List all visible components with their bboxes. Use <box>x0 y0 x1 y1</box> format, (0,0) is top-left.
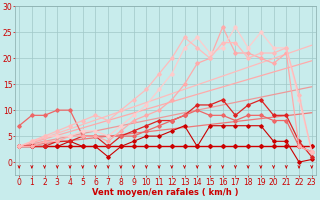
X-axis label: Vent moyen/en rafales ( km/h ): Vent moyen/en rafales ( km/h ) <box>92 188 239 197</box>
